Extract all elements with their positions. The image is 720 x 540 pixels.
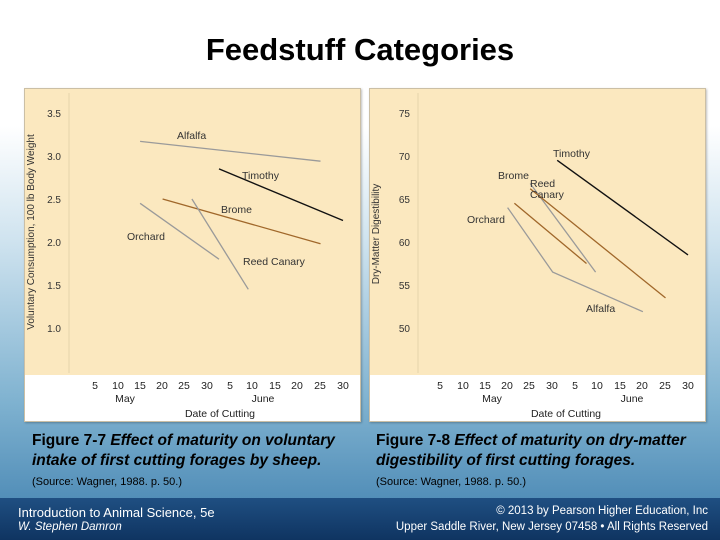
footer-course-title: Introduction to Animal Science, 5e [18, 505, 215, 520]
slide-title: Feedstuff Categories [205, 32, 515, 67]
y-tick-label: 60 [399, 238, 411, 249]
x-tick-label: 20 [291, 380, 303, 392]
series-line-alfalfa [507, 207, 644, 313]
y-axis-label: Voluntary Consumption, 100 lb Body Weigh… [26, 134, 37, 330]
x-axis-area [370, 375, 705, 421]
figure-source: (Source: Wagner, 1988. p. 50.) [32, 476, 183, 488]
x-tick-label: 25 [178, 380, 190, 392]
x-tick-label: 25 [523, 380, 535, 392]
x-tick-label: 15 [134, 380, 146, 392]
y-axis-label: Dry-Matter Digestibility [371, 184, 382, 285]
x-tick-label: 15 [479, 380, 491, 392]
series-label: Timothy [242, 170, 280, 182]
series-label: Timothy [553, 148, 591, 160]
x-tick-label: 10 [591, 380, 603, 392]
series-label: Canary [530, 189, 565, 201]
x-tick-label: 10 [457, 380, 469, 392]
series-line-timothy [218, 168, 344, 222]
series-line-alfalfa [140, 140, 321, 162]
series-label: Orchard [127, 231, 165, 243]
month-label: May [115, 393, 136, 405]
x-tick-label: 5 [227, 380, 233, 392]
month-label: May [482, 393, 503, 405]
y-tick-label: 2.5 [47, 195, 61, 206]
x-tick-label: 30 [682, 380, 694, 392]
x-tick-label: 10 [246, 380, 258, 392]
series-line-reed-canary [191, 198, 249, 290]
series-label: Alfalfa [586, 303, 615, 315]
x-tick-label: 20 [501, 380, 513, 392]
series-line-brome [162, 198, 321, 245]
y-tick-label: 50 [399, 324, 411, 335]
month-label: June [621, 393, 644, 405]
series-line-orchard [139, 202, 220, 260]
series-label: Brome [221, 204, 252, 216]
y-tick-label: 65 [399, 195, 411, 206]
y-tick-label: 55 [399, 281, 411, 292]
x-axis-label: Date of Cutting [531, 408, 601, 420]
figure-description: Effect of maturity on dry-matter digesti… [376, 432, 686, 469]
x-tick-label: 5 [92, 380, 98, 392]
figure-7-8-caption: Figure 7-8 Effect of maturity on dry-mat… [376, 431, 706, 492]
intake-chart-panel: 3.5 3.0 2.5 2.0 1.5 1.0 Voluntary Consumption,… [24, 88, 361, 422]
x-tick-label: 20 [156, 380, 168, 392]
x-tick-label: 20 [636, 380, 648, 392]
y-tick-label: 70 [399, 152, 411, 163]
series-line-timothy [556, 159, 689, 256]
figure-7-7-caption: Figure 7-7 Effect of maturity on volunta… [32, 431, 352, 492]
series-label: Reed Canary [243, 256, 306, 268]
footer-author: W. Stephen Damron [18, 521, 122, 533]
x-tick-label: 30 [337, 380, 349, 392]
figure-description: Effect of maturity on voluntary intake o… [32, 432, 335, 469]
x-tick-label: 25 [314, 380, 326, 392]
x-tick-label: 10 [112, 380, 124, 392]
figure-label: Figure 7-7 [32, 432, 107, 449]
series-label: Brome [498, 170, 529, 182]
x-tick-label: 5 [437, 380, 443, 392]
digestibility-chart-panel: 75 70 65 60 55 50 Dry-Matter Digestibility 5 10 1… [369, 88, 706, 422]
intake-chart: 3.5 3.0 2.5 2.0 1.5 1.0 Voluntary Consumption,… [25, 93, 360, 421]
y-tick-label: 75 [399, 109, 411, 120]
x-tick-label: 15 [614, 380, 626, 392]
series-line-brome [513, 202, 587, 264]
y-tick-label: 1.0 [47, 324, 61, 335]
x-tick-label: 5 [572, 380, 578, 392]
footer-address: Upper Saddle River, New Jersey 07458 • A… [395, 521, 708, 533]
x-tick-label: 25 [659, 380, 671, 392]
x-tick-label: 15 [269, 380, 281, 392]
x-axis-area [25, 375, 360, 421]
month-label: June [252, 393, 275, 405]
y-tick-label: 3.0 [47, 152, 61, 163]
series-label: Reed [530, 178, 555, 190]
x-tick-label: 30 [546, 380, 558, 392]
figure-source: (Source: Wagner, 1988. p. 50.) [376, 476, 527, 488]
y-tick-label: 1.5 [47, 281, 61, 292]
footer-bar [0, 498, 720, 540]
series-line-reed-canary-brown- [529, 188, 666, 299]
x-tick-label: 30 [201, 380, 213, 392]
y-tick-label: 2.0 [47, 238, 61, 249]
footer-copyright: © 2013 by Pearson Higher Education, Inc [496, 505, 708, 517]
y-tick-label: 3.5 [47, 109, 61, 120]
series-label: Orchard [467, 214, 505, 226]
x-axis-label: Date of Cutting [185, 408, 255, 420]
digestibility-chart: 75 70 65 60 55 50 Dry-Matter Digestibility 5 10 1… [370, 93, 705, 421]
figure-label: Figure 7-8 [376, 432, 451, 449]
series-label: Alfalfa [177, 130, 206, 142]
